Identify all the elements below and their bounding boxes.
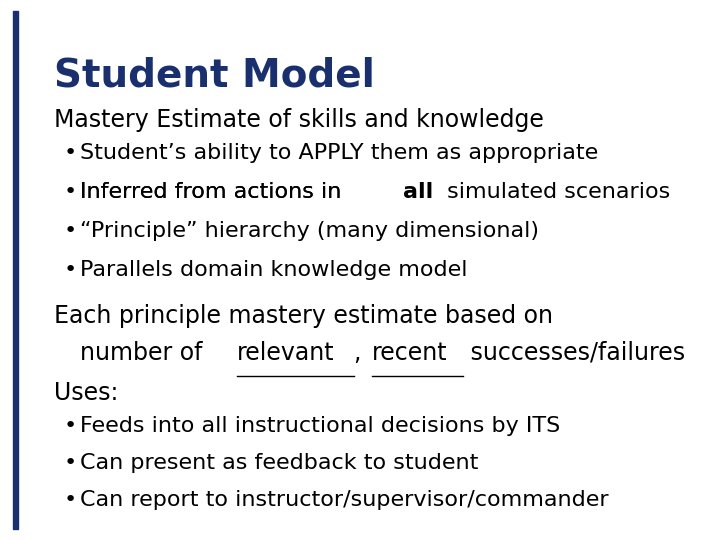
Text: successes/failures: successes/failures <box>463 341 685 364</box>
Text: •: • <box>64 143 77 163</box>
Text: number of: number of <box>81 341 210 364</box>
Text: •: • <box>64 416 77 436</box>
Text: •: • <box>64 490 77 510</box>
Text: Inferred from actions in: Inferred from actions in <box>81 182 349 202</box>
Text: relevant: relevant <box>237 341 334 364</box>
Text: Can report to instructor/supervisor/commander: Can report to instructor/supervisor/comm… <box>81 490 609 510</box>
Text: •: • <box>64 260 77 280</box>
Text: recent: recent <box>372 341 448 364</box>
Text: Uses:: Uses: <box>54 381 118 405</box>
Text: •: • <box>64 453 77 473</box>
Text: Feeds into all instructional decisions by ITS: Feeds into all instructional decisions b… <box>81 416 561 436</box>
Text: Inferred from actions in: Inferred from actions in <box>81 182 349 202</box>
Text: Mastery Estimate of skills and knowledge: Mastery Estimate of skills and knowledge <box>54 108 544 132</box>
Text: “Principle” hierarchy (many dimensional): “Principle” hierarchy (many dimensional) <box>81 221 539 241</box>
Text: Each principle mastery estimate based on: Each principle mastery estimate based on <box>54 304 553 328</box>
Text: •: • <box>64 221 77 241</box>
Text: Student’s ability to APPLY them as appropriate: Student’s ability to APPLY them as appro… <box>81 143 599 163</box>
Text: simulated scenarios: simulated scenarios <box>440 182 670 202</box>
Text: ,: , <box>354 341 369 364</box>
Text: Parallels domain knowledge model: Parallels domain knowledge model <box>81 260 468 280</box>
Text: Student Model: Student Model <box>54 57 374 94</box>
Text: •: • <box>64 182 77 202</box>
Text: all: all <box>403 182 433 202</box>
Text: Can present as feedback to student: Can present as feedback to student <box>81 453 479 473</box>
